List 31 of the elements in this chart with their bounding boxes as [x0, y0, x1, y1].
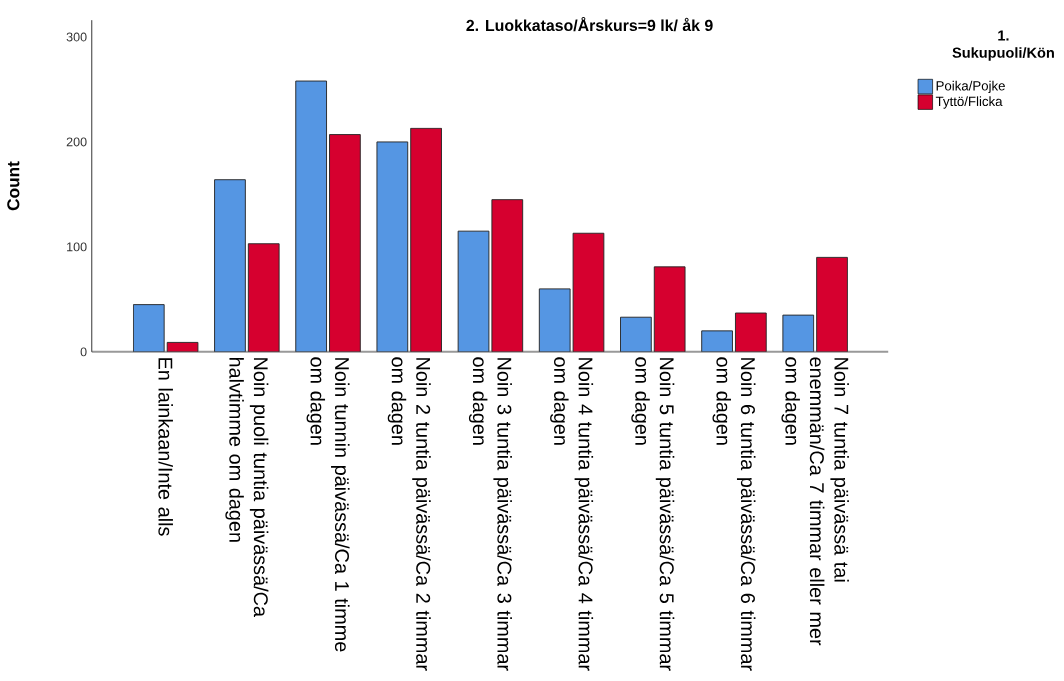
bar [734, 312, 767, 352]
x-tick-label: Noin 6 tuntia päivässä/Ca 6 timmar om dagen [712, 357, 756, 671]
x-tick-label: Noin 4 tuntia päivässä/Ca 4 timmar om dagen [550, 357, 594, 671]
bar [620, 316, 652, 352]
bar [701, 330, 733, 352]
legend-title: 1. Sukupuoli/Kön [952, 30, 1054, 61]
x-tick-label: En lainkaan/Inte alls [158, 358, 173, 536]
bar [782, 314, 815, 352]
bar [166, 341, 199, 352]
x-tick-label: Noin puoli tuntia päivässä/Ca halvtimme om dagen [225, 357, 269, 617]
bar [295, 80, 328, 352]
bar [132, 304, 165, 352]
y-axis-title: Count [7, 161, 20, 211]
x-tick-label: Noin tunnin päivässä/Ca 1 timme om dagen [306, 357, 350, 652]
chart-title: 2. Luokkataso/Årskurs=9 lk/ åk 9 [466, 16, 713, 32]
x-tick-label: Noin 3 tuntia päivässä/Ca 3 timmar om dagen [468, 357, 512, 671]
legend-label: Tyttö/Flicka [935, 96, 1003, 109]
y-tick-label: 100 [67, 242, 87, 252]
x-tick-label: Noin 5 tuntia päivässä/Ca 5 timmar om dagen [631, 357, 675, 671]
y-tick-label: 300 [66, 32, 87, 42]
bar [214, 179, 246, 352]
legend-label: Poika/Pojke [936, 80, 1005, 93]
bar [329, 133, 361, 352]
y-tick-label: 200 [66, 137, 87, 147]
bar [653, 266, 686, 352]
y-tick-label: 0 [80, 347, 87, 357]
x-tick-label: Noin 2 tuntia päivässä/Ca 2 timmar om dagen [387, 357, 431, 671]
bar [410, 127, 442, 352]
bar [376, 141, 409, 352]
bar [816, 256, 848, 352]
bar [247, 243, 280, 352]
